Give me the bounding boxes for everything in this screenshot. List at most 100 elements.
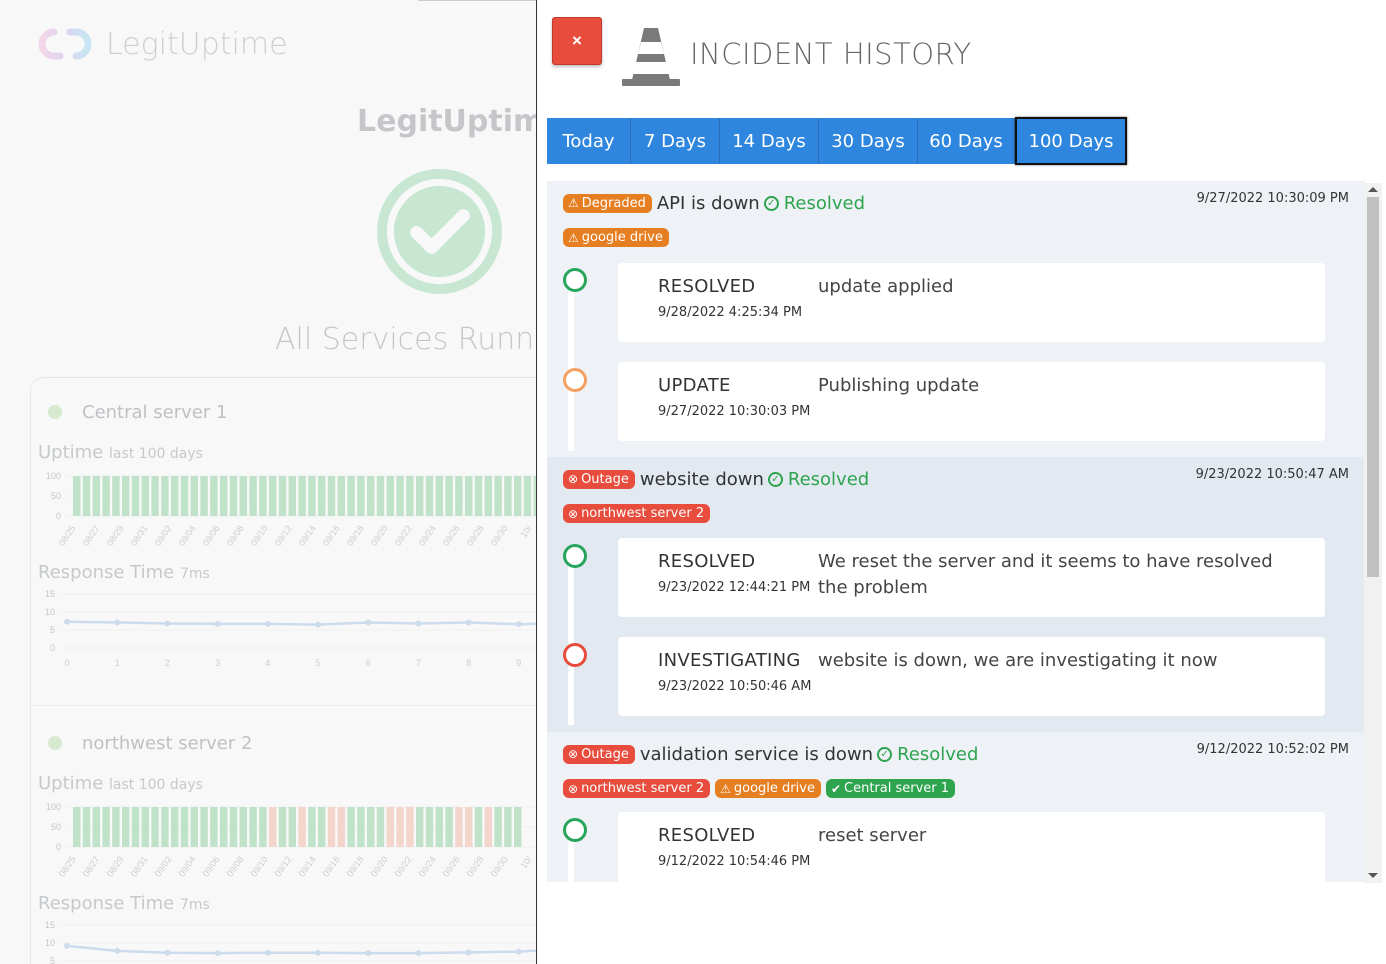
uptime-bar[interactable] <box>318 807 326 847</box>
uptime-bar[interactable] <box>288 807 296 847</box>
response-point[interactable] <box>264 620 271 627</box>
uptime-bar[interactable] <box>386 476 394 516</box>
tab-30-days[interactable]: 30 Days <box>819 118 918 164</box>
response-point[interactable] <box>64 942 70 949</box>
response-point[interactable] <box>264 949 271 956</box>
uptime-bar[interactable] <box>259 476 267 516</box>
uptime-bar[interactable] <box>171 476 179 516</box>
uptime-bar[interactable] <box>249 476 257 516</box>
uptime-bar[interactable] <box>416 807 424 847</box>
uptime-bar[interactable] <box>249 807 257 847</box>
uptime-bar[interactable] <box>278 807 287 847</box>
uptime-bar[interactable] <box>239 807 247 847</box>
uptime-bar[interactable] <box>455 476 463 516</box>
uptime-bar[interactable] <box>171 807 179 847</box>
service-name[interactable]: northwest server 2 <box>82 733 253 754</box>
response-point[interactable] <box>214 620 221 627</box>
uptime-bar[interactable] <box>386 807 394 847</box>
uptime-bar[interactable] <box>73 807 81 847</box>
uptime-bar[interactable] <box>416 476 424 516</box>
uptime-bar[interactable] <box>73 476 81 516</box>
uptime-bar[interactable] <box>239 476 247 516</box>
response-point[interactable] <box>465 949 472 956</box>
uptime-bar[interactable] <box>327 476 336 516</box>
uptime-bar[interactable] <box>102 807 110 847</box>
uptime-bar[interactable] <box>122 807 130 847</box>
uptime-bar[interactable] <box>112 807 120 847</box>
response-point[interactable] <box>365 619 372 626</box>
scroll-up-icon[interactable] <box>1368 187 1378 192</box>
uptime-bar[interactable] <box>298 807 306 847</box>
tab-100-days[interactable]: 100 Days <box>1015 117 1127 165</box>
response-point[interactable] <box>114 619 121 626</box>
uptime-bar[interactable] <box>445 807 453 847</box>
uptime-bar[interactable] <box>376 807 385 847</box>
uptime-bar[interactable] <box>269 807 277 847</box>
uptime-bar[interactable] <box>376 476 385 516</box>
uptime-bar[interactable] <box>474 476 483 516</box>
uptime-bar[interactable] <box>190 807 198 847</box>
uptime-bar[interactable] <box>122 476 130 516</box>
response-point[interactable] <box>515 621 522 628</box>
uptime-bar[interactable] <box>504 476 512 516</box>
uptime-bar[interactable] <box>484 476 492 516</box>
incident-list-scrollbar[interactable] <box>1364 183 1382 883</box>
tab-14-days[interactable]: 14 Days <box>720 118 819 164</box>
uptime-bar[interactable] <box>504 807 512 847</box>
uptime-bar[interactable] <box>92 807 100 847</box>
uptime-bar[interactable] <box>367 476 375 516</box>
response-point[interactable] <box>515 948 522 955</box>
uptime-bar[interactable] <box>494 807 502 847</box>
uptime-bar[interactable] <box>425 807 434 847</box>
uptime-bar[interactable] <box>308 476 316 516</box>
uptime-bar[interactable] <box>229 476 238 516</box>
uptime-bar[interactable] <box>161 807 169 847</box>
response-point[interactable] <box>214 950 221 957</box>
uptime-bar[interactable] <box>318 476 326 516</box>
uptime-bar[interactable] <box>151 476 159 516</box>
uptime-bar[interactable] <box>269 476 277 516</box>
uptime-bar[interactable] <box>367 807 375 847</box>
uptime-bar[interactable] <box>200 476 208 516</box>
uptime-bar[interactable] <box>327 807 336 847</box>
app-logo[interactable]: LegitUptime <box>34 26 288 62</box>
uptime-bar[interactable] <box>465 476 473 516</box>
uptime-bar[interactable] <box>210 807 218 847</box>
uptime-bar[interactable] <box>337 807 345 847</box>
uptime-bar[interactable] <box>278 476 287 516</box>
tab-60-days[interactable]: 60 Days <box>918 118 1015 164</box>
uptime-bar[interactable] <box>474 807 483 847</box>
uptime-bar[interactable] <box>82 476 91 516</box>
response-point[interactable] <box>365 950 372 957</box>
response-point[interactable] <box>315 949 321 956</box>
service-name[interactable]: Central server 1 <box>82 402 228 423</box>
scroll-down-icon[interactable] <box>1368 873 1378 878</box>
uptime-bar[interactable] <box>190 476 198 516</box>
incident-item[interactable]: ⊗ Outage website down ✓ Resolved 9/23/2022… <box>547 457 1365 732</box>
uptime-bar[interactable] <box>180 476 189 516</box>
uptime-bar[interactable] <box>347 476 355 516</box>
uptime-bar[interactable] <box>357 476 365 516</box>
uptime-bar[interactable] <box>484 807 492 847</box>
uptime-bar[interactable] <box>151 807 159 847</box>
tab-today[interactable]: Today <box>547 118 631 164</box>
uptime-bar[interactable] <box>337 476 345 516</box>
uptime-bar[interactable] <box>425 476 434 516</box>
incident-item[interactable]: ⊗ Outage validation service is down ✓ Reso… <box>547 732 1365 882</box>
uptime-bar[interactable] <box>406 476 414 516</box>
response-point[interactable] <box>415 620 422 627</box>
uptime-bar[interactable] <box>298 476 306 516</box>
uptime-bar[interactable] <box>210 476 218 516</box>
uptime-bar[interactable] <box>435 476 443 516</box>
uptime-bar[interactable] <box>112 476 120 516</box>
uptime-bar[interactable] <box>131 807 140 847</box>
uptime-bar[interactable] <box>220 807 228 847</box>
uptime-bar[interactable] <box>465 807 473 847</box>
uptime-bar[interactable] <box>347 807 355 847</box>
uptime-bar[interactable] <box>308 807 316 847</box>
response-point[interactable] <box>114 947 121 954</box>
uptime-bar[interactable] <box>288 476 296 516</box>
uptime-bar[interactable] <box>141 807 149 847</box>
close-button[interactable]: × <box>552 17 602 65</box>
uptime-bar[interactable] <box>259 807 267 847</box>
